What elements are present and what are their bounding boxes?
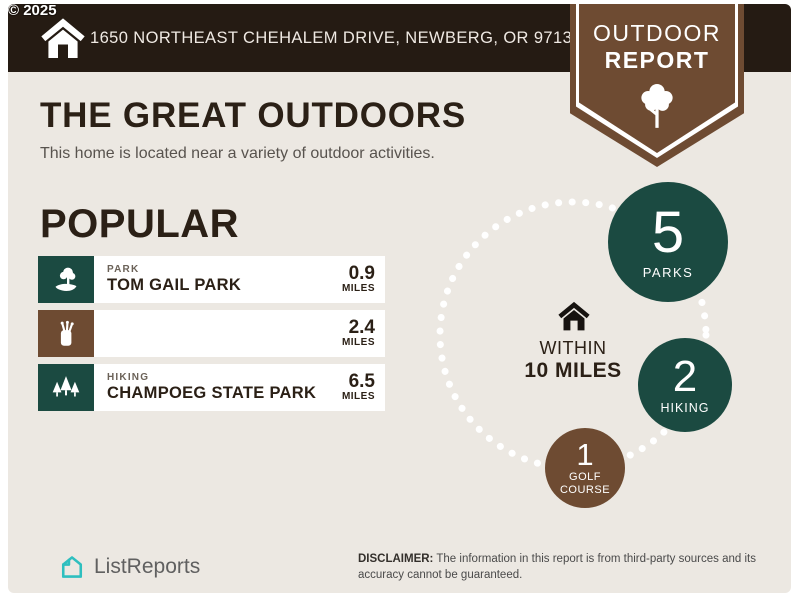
listing-distance: 0.9 MILES	[342, 264, 375, 294]
disclaimer-label: DISCLAIMER:	[358, 553, 434, 565]
listreports-house-icon	[61, 556, 83, 578]
hiking-count: 2	[672, 352, 698, 401]
listing-info: 2.4 MILES	[94, 310, 385, 357]
list-item-park: PARK TOM GAIL PARK 0.9 MILES	[38, 256, 385, 303]
distance-unit: MILES	[341, 391, 375, 403]
listing-distance: 6.5 MILES	[342, 372, 375, 402]
disclaimer-text: DISCLAIMER: The information in this repo…	[358, 552, 762, 583]
golf-icon	[38, 310, 94, 357]
listing-info: PARK TOM GAIL PARK 0.9 MILES	[94, 256, 385, 303]
parks-label: PARKS	[642, 265, 694, 280]
home-icon	[41, 18, 85, 58]
parks-count: 5	[651, 200, 685, 265]
badge-title: OUTDOOR REPORT	[570, 20, 744, 74]
listreports-logo: ListReports	[58, 553, 200, 581]
hiking-icon	[38, 364, 94, 411]
home-icon	[558, 301, 590, 331]
distance-value: 6.5	[348, 371, 375, 393]
listing-info: HIKING CHAMPOEG STATE PARK 6.5 MILES	[94, 364, 385, 411]
golf-label: GOLF COURSE	[559, 470, 611, 496]
listing-name: CHAMPOEG STATE PARK	[107, 384, 317, 402]
popular-section-title: POPULAR	[40, 202, 240, 246]
listing-category: PARK	[107, 264, 140, 275]
parks-count-bubble: 5 PARKS	[608, 182, 728, 302]
golf-count: 1	[576, 436, 594, 472]
page-subtitle: This home is located near a variety of o…	[40, 145, 435, 162]
radius-dotted-circle	[436, 198, 710, 472]
disclaimer-body: The information in this report is from t…	[358, 553, 756, 581]
hiking-label: HIKING	[660, 401, 710, 415]
distance-unit: MILES	[341, 283, 375, 295]
list-item-golf: 2.4 MILES	[38, 310, 385, 357]
brand-name: ListReports	[94, 555, 201, 578]
within-text: WITHIN	[539, 338, 607, 358]
outdoor-report-badge: OUTDOOR REPORT	[570, 4, 744, 167]
listing-category: HIKING	[107, 372, 150, 383]
outdoor-report-card: 1650 NORTHEAST CHEHALEM DRIVE, NEWBERG, …	[8, 4, 791, 593]
distance-value: 2.4	[348, 317, 375, 339]
list-item-hiking: HIKING CHAMPOEG STATE PARK 6.5 MILES	[38, 364, 385, 411]
park-icon	[38, 256, 94, 303]
badge-title-line2: REPORT	[604, 47, 710, 73]
golf-count-bubble: 1 GOLF COURSE	[545, 428, 625, 508]
miles-text: 10 MILES	[524, 359, 622, 382]
tree-icon	[641, 84, 673, 128]
listing-rows: PARK TOM GAIL PARK 0.9 MILES	[38, 256, 385, 418]
page-title: THE GREAT OUTDOORS	[40, 96, 466, 135]
radius-center-label: WITHIN 10 MILES	[503, 338, 643, 383]
property-address: 1650 NORTHEAST CHEHALEM DRIVE, NEWBERG, …	[90, 28, 582, 47]
badge-title-line1: OUTDOOR	[592, 20, 722, 46]
distance-value: 0.9	[348, 263, 375, 285]
hiking-count-bubble: 2 HIKING	[638, 338, 732, 432]
copyright-text: © 2025	[8, 4, 57, 19]
listing-name: TOM GAIL PARK	[107, 276, 242, 294]
listing-distance: 2.4 MILES	[342, 318, 375, 348]
distance-unit: MILES	[341, 337, 375, 349]
